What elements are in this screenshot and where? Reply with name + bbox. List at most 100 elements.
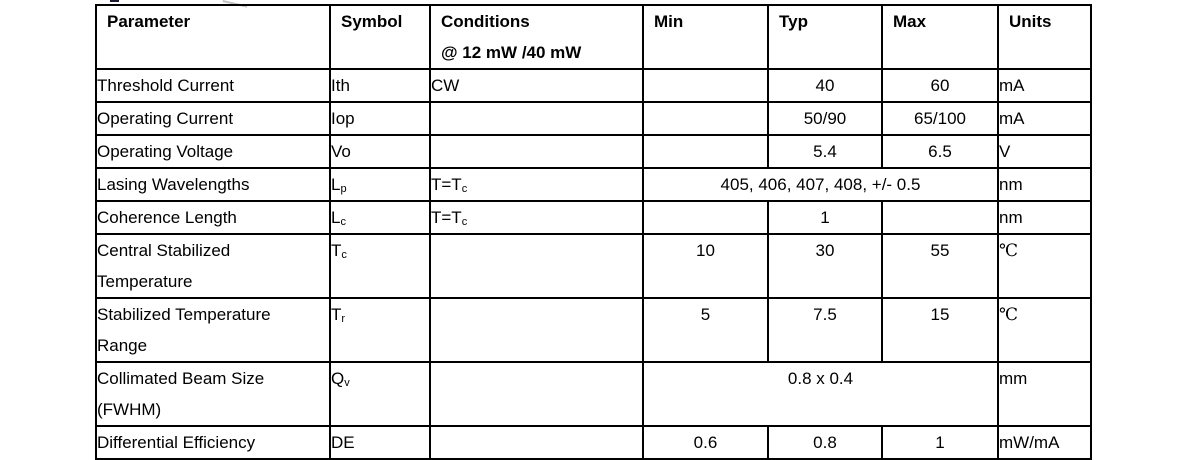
symbol-cell: Tc: [329, 233, 431, 299]
table-row-operating-current: Operating Current Iop 50/90 65/100 mA: [95, 101, 1092, 136]
symbol-cell: Ith: [329, 68, 431, 103]
col-header-parameter: Parameter: [95, 4, 331, 70]
min-cell: 5: [642, 297, 769, 363]
conditions-cell: T=Tc: [429, 167, 644, 202]
table-header-row: Parameter Symbol Conditions @ 12 mW /40 m…: [95, 4, 1092, 70]
spec-table: Parameter Symbol Conditions @ 12 mW /40 m…: [95, 4, 1092, 460]
table-row-threshold-current: Threshold Current Ith CW 40 60 mA: [95, 68, 1092, 103]
min-cell: [642, 101, 769, 136]
typ-cell: 5.4: [767, 134, 883, 169]
conditions-cell: [429, 297, 644, 363]
conditions-cell: [429, 361, 644, 427]
units-cell: nm: [997, 200, 1092, 235]
conditions-cell: T=Tc: [429, 200, 644, 235]
units-cell: V: [997, 134, 1092, 169]
symbol-text: T: [331, 305, 342, 324]
parameter-cell: Threshold Current: [95, 68, 331, 103]
symbol-text: T: [331, 241, 342, 260]
typ-cell: 30: [767, 233, 883, 299]
symbol-cell: Vo: [329, 134, 431, 169]
min-cell: [642, 200, 769, 235]
symbol-cell: Lc: [329, 200, 431, 235]
conditions-subscript: c: [461, 216, 468, 228]
merged-value-cell: 405, 406, 407, 408, +/- 0.5: [642, 167, 999, 202]
units-cell: mm: [997, 361, 1092, 427]
symbol-subscript: c: [340, 216, 346, 228]
parameter-cell: Collimated Beam Size (FWHM): [95, 361, 331, 427]
units-cell: mW/mA: [997, 425, 1092, 460]
parameter-line2: (FWHM): [97, 400, 162, 419]
symbol-cell: Qv: [329, 361, 431, 427]
table-row-coherence-length: Coherence Length Lc T=Tc 1 nm: [95, 200, 1092, 235]
symbol-cell: Lp: [329, 167, 431, 202]
typ-cell: 7.5: [767, 297, 883, 363]
merged-value-cell: 0.8 x 0.4: [642, 361, 999, 427]
conditions-text: CW: [431, 76, 460, 95]
table-row-collimated-beam-size: Collimated Beam Size (FWHM) Qv 0.8 x 0.4 …: [95, 361, 1092, 427]
symbol-text: Q: [331, 369, 345, 388]
symbol-subscript: c: [341, 249, 347, 261]
table-row-operating-voltage: Operating Voltage Vo 5.4 6.5 V: [95, 134, 1092, 169]
parameter-cell: Operating Current: [95, 101, 331, 136]
parameter-cell: Lasing Wavelengths: [95, 167, 331, 202]
max-cell: 15: [881, 297, 999, 363]
typ-cell: 40: [767, 68, 883, 103]
parameter-line2: Temperature: [97, 272, 193, 291]
symbol-text: Vo: [331, 142, 351, 161]
parameter-line1: Stabilized Temperature: [97, 305, 271, 324]
units-cell: ℃: [997, 297, 1092, 363]
symbol-subscript: r: [341, 313, 346, 325]
symbol-text: DE: [331, 433, 355, 452]
col-header-typ: Typ: [767, 4, 883, 70]
units-cell: nm: [997, 167, 1092, 202]
table-row-stabilized-temperature-range: Stabilized Temperature Range Tr 5 7.5 15 …: [95, 297, 1092, 363]
table-row-differential-efficiency: Differential Efficiency DE 0.6 0.8 1 mW/…: [95, 425, 1092, 460]
parameter-cell: Operating Voltage: [95, 134, 331, 169]
screen-artifact: [110, 0, 119, 2]
units-cell: ℃: [997, 233, 1092, 299]
conditions-title: Conditions: [441, 12, 530, 31]
symbol-text: L: [331, 175, 341, 194]
symbol-text: Iop: [331, 109, 355, 128]
conditions-text: T=T: [431, 208, 462, 227]
symbol-cell: Tr: [329, 297, 431, 363]
max-cell: 6.5: [881, 134, 999, 169]
table-row-lasing-wavelengths: Lasing Wavelengths Lp T=Tc 405, 406, 407…: [95, 167, 1092, 202]
min-cell: [642, 68, 769, 103]
units-cell: mA: [997, 101, 1092, 136]
typ-cell: 50/90: [767, 101, 883, 136]
col-header-max: Max: [881, 4, 999, 70]
conditions-note: @ 12 mW /40 mW: [441, 43, 582, 62]
conditions-cell: [429, 233, 644, 299]
min-cell: [642, 134, 769, 169]
min-cell: 10: [642, 233, 769, 299]
parameter-cell: Differential Efficiency: [95, 425, 331, 460]
conditions-text: T=T: [431, 175, 462, 194]
max-cell: 55: [881, 233, 999, 299]
parameter-line1: Central Stabilized: [97, 241, 231, 260]
symbol-cell: Iop: [329, 101, 431, 136]
symbol-cell: DE: [329, 425, 431, 460]
col-header-symbol: Symbol: [329, 4, 431, 70]
min-cell: 0.6: [642, 425, 769, 460]
col-header-conditions: Conditions @ 12 mW /40 mW: [429, 4, 644, 70]
typ-cell: 1: [767, 200, 883, 235]
conditions-cell: [429, 134, 644, 169]
symbol-subscript: p: [340, 183, 347, 195]
symbol-subscript: v: [344, 377, 350, 389]
col-header-min: Min: [642, 4, 769, 70]
parameter-cell: Stabilized Temperature Range: [95, 297, 331, 363]
conditions-cell: CW: [429, 68, 644, 103]
parameter-line2: Range: [97, 336, 148, 355]
parameter-line1: Collimated Beam Size: [97, 369, 265, 388]
parameter-cell: Coherence Length: [95, 200, 331, 235]
col-header-units: Units: [997, 4, 1092, 70]
symbol-text: Ith: [331, 76, 350, 95]
conditions-subscript: c: [461, 183, 468, 195]
max-cell: 65/100: [881, 101, 999, 136]
max-cell: 1: [881, 425, 999, 460]
table-row-central-stabilized-temperature: Central Stabilized Temperature Tc 10 30 5…: [95, 233, 1092, 299]
conditions-cell: [429, 101, 644, 136]
conditions-cell: [429, 425, 644, 460]
parameter-cell: Central Stabilized Temperature: [95, 233, 331, 299]
